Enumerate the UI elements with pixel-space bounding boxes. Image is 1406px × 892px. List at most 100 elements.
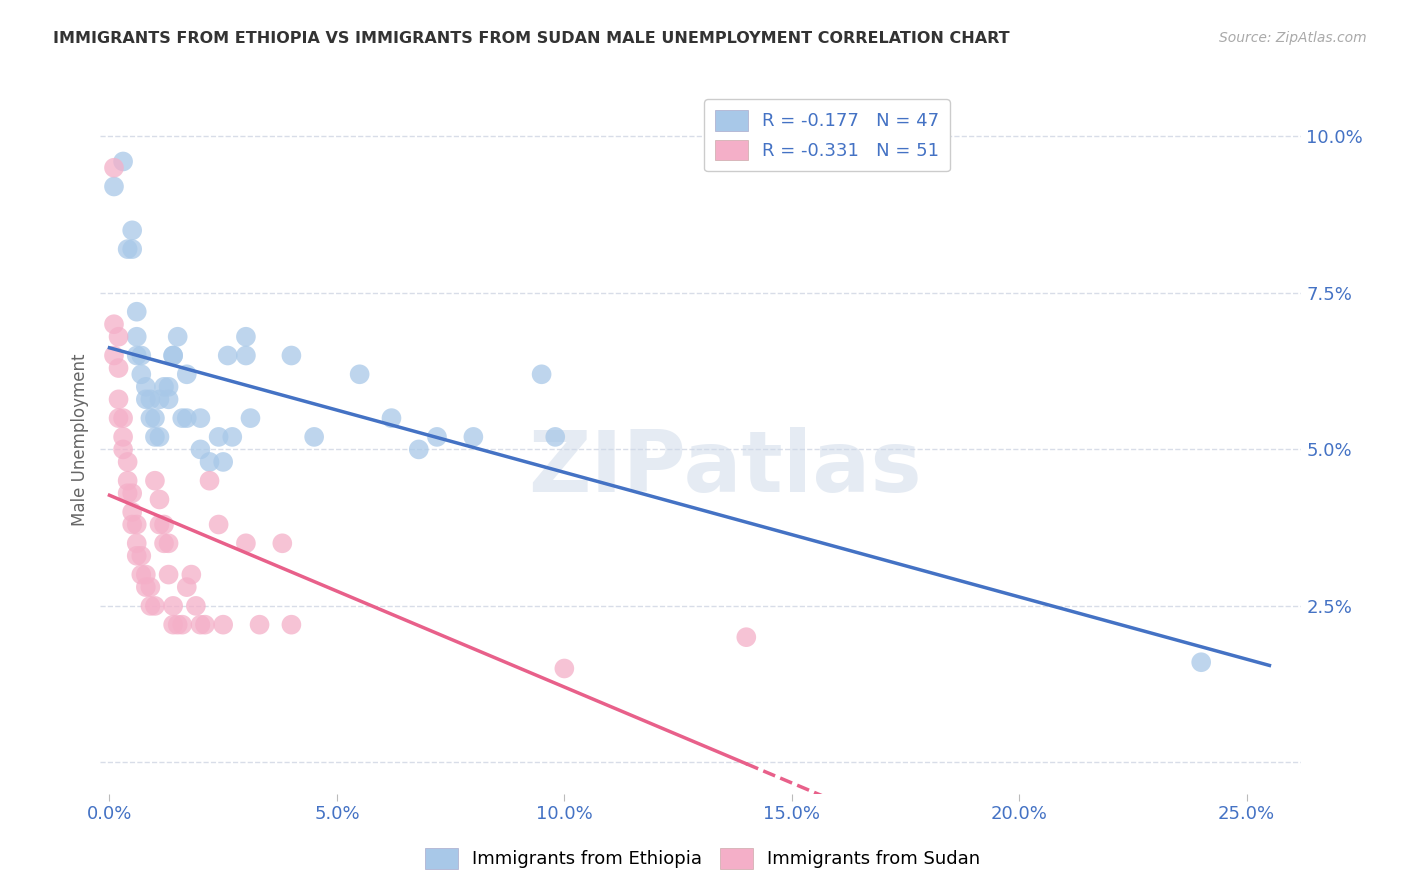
Point [172,411,194,425]
Point [176,580,198,594]
Point [139,411,162,425]
Point [184,599,207,613]
Point [143,430,166,444]
Point [162,349,184,363]
Point [207,517,229,532]
Point [194,617,217,632]
Point [125,330,148,344]
Point [125,517,148,532]
Point [249,617,271,632]
Point [162,349,184,363]
Point [221,430,243,444]
Point [176,411,198,425]
Point [426,430,449,444]
Point [112,411,135,425]
Point [103,349,125,363]
Point [212,617,235,632]
Point [103,161,125,175]
Point [239,411,262,425]
Point [148,392,170,407]
Point [139,392,162,407]
Point [157,536,180,550]
Point [166,617,188,632]
Point [166,330,188,344]
Point [172,617,194,632]
Point [408,442,430,457]
Point [139,599,162,613]
Text: IMMIGRANTS FROM ETHIOPIA VS IMMIGRANTS FROM SUDAN MALE UNEMPLOYMENT CORRELATION : IMMIGRANTS FROM ETHIOPIA VS IMMIGRANTS F… [53,31,1010,46]
Point [135,392,157,407]
Point [190,617,212,632]
Point [162,599,184,613]
Point [125,549,148,563]
Point [212,455,235,469]
Point [103,317,125,331]
Point [125,349,148,363]
Text: Source: ZipAtlas.com: Source: ZipAtlas.com [1219,31,1367,45]
Point [121,505,143,519]
Point [107,361,129,376]
Point [190,411,212,425]
Point [153,380,176,394]
Y-axis label: Male Unemployment: Male Unemployment [72,354,89,526]
Point [162,617,184,632]
Point [129,567,152,582]
Point [198,474,221,488]
Point [153,536,176,550]
Point [129,549,152,563]
Point [463,430,485,444]
Point [135,380,157,394]
Point [121,223,143,237]
Point [280,349,302,363]
Point [198,455,221,469]
Point [157,567,180,582]
Point [117,474,139,488]
Point [129,349,152,363]
Point [380,411,402,425]
Point [135,567,157,582]
Legend: Immigrants from Ethiopia, Immigrants from Sudan: Immigrants from Ethiopia, Immigrants fro… [418,840,988,876]
Text: ZIPatlas: ZIPatlas [529,426,922,510]
Point [143,599,166,613]
Point [107,411,129,425]
Point [271,536,294,550]
Point [735,630,758,644]
Point [207,430,229,444]
Point [349,368,371,382]
Point [148,517,170,532]
Point [1189,655,1212,669]
Point [129,368,152,382]
Point [107,330,129,344]
Point [117,242,139,256]
Point [125,304,148,318]
Point [190,442,212,457]
Point [280,617,302,632]
Point [544,430,567,444]
Point [553,661,575,675]
Point [143,411,166,425]
Point [176,368,198,382]
Point [302,430,325,444]
Legend: R = -0.177   N = 47, R = -0.331   N = 51: R = -0.177 N = 47, R = -0.331 N = 51 [704,99,950,171]
Point [153,517,176,532]
Point [107,392,129,407]
Point [112,154,135,169]
Point [117,486,139,500]
Point [121,242,143,256]
Point [157,392,180,407]
Point [148,430,170,444]
Point [148,492,170,507]
Point [235,349,257,363]
Point [121,486,143,500]
Point [112,442,135,457]
Point [103,179,125,194]
Point [135,580,157,594]
Point [121,517,143,532]
Point [139,580,162,594]
Point [125,536,148,550]
Point [235,536,257,550]
Point [530,368,553,382]
Point [143,474,166,488]
Point [235,330,257,344]
Point [112,430,135,444]
